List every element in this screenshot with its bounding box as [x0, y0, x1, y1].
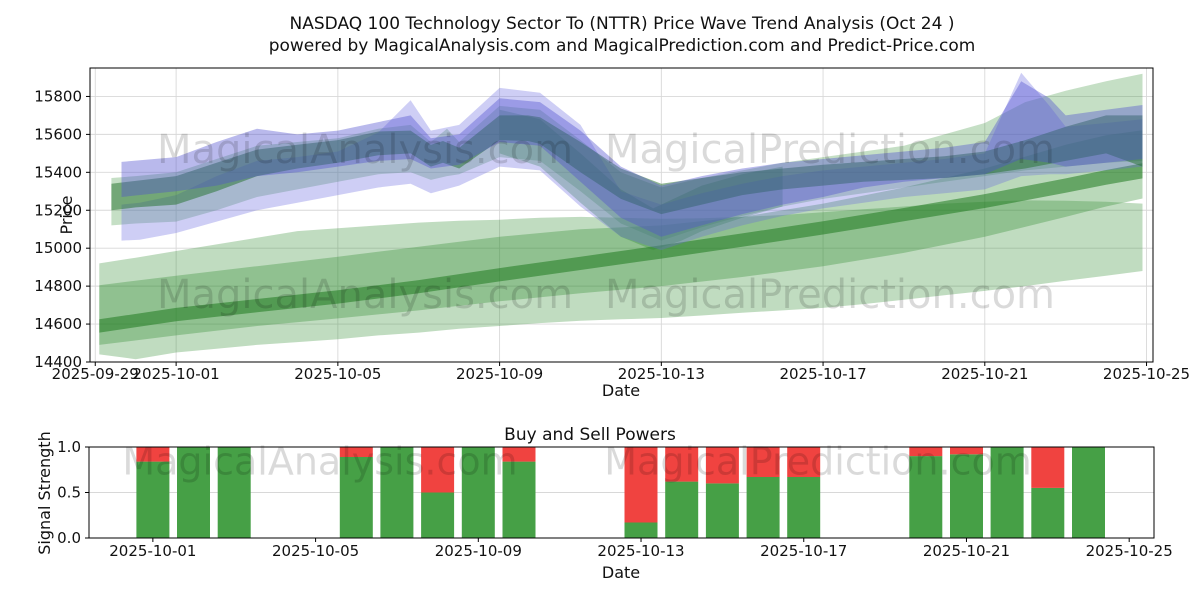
price-ytick-label: 15600: [34, 125, 82, 143]
price-xtick-label: 2025-10-17: [779, 365, 866, 383]
buy-bar-2025-10-14: [665, 481, 699, 538]
price-band-lower-outer-band: [99, 200, 1143, 360]
price-xtick-label: 2025-09-29: [52, 365, 139, 383]
signal-xtick-label: 2025-10-09: [435, 542, 522, 560]
price-xtick-label: 2025-10-13: [618, 365, 705, 383]
price-xtick-label: 2025-10-21: [941, 365, 1028, 383]
buy-bar-2025-10-21: [950, 454, 983, 538]
figure-title-line1: NASDAQ 100 Technology Sector To (NTTR) P…: [290, 14, 955, 34]
sell-bar-2025-10-13: [624, 447, 658, 523]
sell-bar-2025-10-08: [421, 447, 455, 493]
buy-bar-2025-10-15: [705, 483, 739, 538]
price-ytick-label: 15200: [34, 201, 82, 219]
watermark-prediction-top: MagicalPrediction.com: [605, 127, 1055, 173]
price-xtick-label: 2025-10-05: [294, 365, 381, 383]
buy-bar-2025-10-24: [1072, 447, 1105, 538]
price-band-v-wedge-band: [499, 109, 783, 251]
sell-bar-2025-10-06: [339, 447, 373, 457]
sell-bar-2025-10-16: [746, 447, 780, 477]
sell-bar-2025-10-23: [1031, 447, 1065, 488]
signal-xtick-label: 2025-10-25: [1086, 542, 1173, 560]
buy-bar-2025-10-13: [624, 522, 658, 538]
sell-bar-2025-10-17: [787, 447, 821, 477]
price-ytick-label: 15800: [34, 87, 82, 105]
watermark-analysis-bottom: MagicalAnalysis.com: [122, 440, 517, 484]
watermark-analysis-top: MagicalAnalysis.com: [157, 127, 573, 173]
price-ytick-label: 15400: [34, 163, 82, 181]
watermark-prediction-mid: MagicalPrediction.com: [605, 272, 1055, 318]
price-ytick-label: 14400: [34, 353, 82, 371]
sell-bar-2025-10-01: [136, 447, 170, 462]
signal-chart-title: Buy and Sell Powers: [504, 425, 676, 445]
signal-bars-layer: [136, 447, 1105, 538]
signal-ytick-label: 0.5: [57, 484, 81, 502]
buy-bar-2025-10-03: [217, 447, 251, 538]
buy-bar-2025-10-20: [909, 456, 943, 538]
buy-bar-2025-10-06: [339, 457, 373, 538]
sell-bar-2025-10-10: [502, 447, 536, 462]
sell-bar-2025-10-20: [909, 447, 943, 457]
price-ytick-label: 14600: [34, 315, 82, 333]
signal-xlabel: Date: [602, 563, 640, 582]
buy-bar-2025-10-07: [380, 447, 414, 538]
price-chart-spines: [89, 67, 1154, 363]
signal-xtick-label: 2025-10-21: [923, 542, 1010, 560]
price-band-trend-line-band: [99, 163, 1143, 333]
buy-bar-2025-10-17: [787, 477, 821, 538]
price-ylabel: Price: [57, 195, 76, 234]
buy-bar-2025-10-09: [461, 447, 495, 538]
price-xtick-label: 2025-10-01: [133, 365, 220, 383]
signal-ytick-label: 1.0: [57, 438, 81, 456]
buy-bar-2025-10-02: [177, 447, 210, 538]
buy-bar-2025-10-08: [421, 492, 455, 538]
price-band-blue-inner-band: [121, 81, 1143, 237]
buy-bar-2025-10-23: [1031, 487, 1065, 538]
watermark-prediction-bottom: MagicalPrediction.com: [604, 440, 1032, 484]
signal-ytick-label: 0.0: [57, 529, 81, 547]
buy-bar-2025-10-01: [136, 461, 170, 538]
text-layer: NASDAQ 100 Technology Sector To (NTTR) P…: [35, 14, 975, 582]
price-xlabel: Date: [602, 381, 640, 400]
axes-layer: 14400 14600 14800 15000 15200 15400 15600 15800…: [34, 67, 1190, 560]
price-xtick-label: 2025-10-25: [1103, 365, 1190, 383]
sell-bar-2025-10-15: [705, 447, 739, 484]
signal-xtick-label: 2025-10-17: [760, 542, 847, 560]
sell-bar-2025-10-14: [665, 447, 699, 482]
price-xtick-label: 2025-10-09: [456, 365, 543, 383]
signal-ylabel: Signal Strength: [35, 431, 54, 554]
watermark-analysis-mid: MagicalAnalysis.com: [157, 272, 573, 318]
signal-xtick-label: 2025-10-05: [272, 542, 359, 560]
signal-xtick-label: 2025-10-13: [597, 542, 684, 560]
signal-xtick-label: 2025-10-01: [109, 542, 196, 560]
buy-bar-2025-10-22: [990, 447, 1024, 538]
price-bands-layer: [99, 72, 1143, 360]
figure-title-line2: powered by MagicalAnalysis.com and Magic…: [269, 36, 976, 56]
sell-bar-2025-10-21: [950, 447, 983, 455]
price-band-upper-crest-band: [111, 115, 1143, 215]
price-ytick-label: 15000: [34, 239, 82, 257]
buy-bar-2025-10-16: [746, 477, 780, 538]
buy-bar-2025-10-10: [502, 461, 536, 538]
price-ytick-label: 14800: [34, 277, 82, 295]
